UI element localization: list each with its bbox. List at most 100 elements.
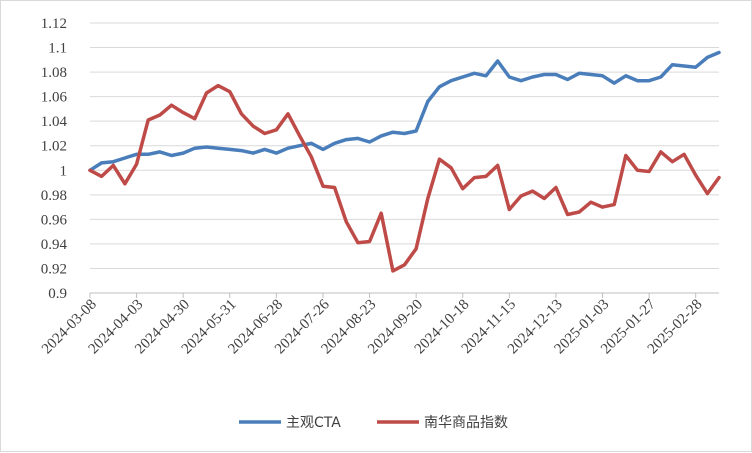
data-point xyxy=(601,74,604,77)
data-point xyxy=(682,153,686,156)
data-point xyxy=(170,154,173,157)
data-point xyxy=(461,75,464,79)
data-point xyxy=(147,153,150,156)
data-point xyxy=(123,182,127,185)
legend-label: 南华商品指数 xyxy=(424,415,508,431)
data-point xyxy=(682,64,686,68)
y-tick-label: 1.12 xyxy=(41,16,67,32)
data-point xyxy=(647,170,651,173)
data-point xyxy=(508,208,511,211)
data-point xyxy=(438,85,441,89)
data-point xyxy=(158,150,162,154)
data-point xyxy=(240,149,243,152)
data-point xyxy=(449,166,453,170)
data-point xyxy=(706,192,709,195)
y-tick-label: 0.96 xyxy=(41,212,68,228)
x-axis: 2024-03-082024-04-032024-04-302024-05-31… xyxy=(39,292,719,357)
data-point xyxy=(659,75,662,79)
data-point xyxy=(647,79,651,82)
data-point xyxy=(228,90,231,93)
series-layer xyxy=(88,50,721,273)
data-point xyxy=(321,148,325,151)
y-tick-label: 1.02 xyxy=(41,139,67,155)
y-tick-label: 0.98 xyxy=(41,188,67,204)
data-point xyxy=(543,73,546,76)
y-tick-label: 0.9 xyxy=(48,286,67,302)
data-point xyxy=(205,145,208,149)
series-2 xyxy=(88,83,721,273)
legend: 主观CTA 南华商品指数 xyxy=(239,415,508,431)
data-point xyxy=(694,173,697,177)
data-point xyxy=(391,131,395,134)
data-point xyxy=(636,79,639,82)
data-point xyxy=(578,72,581,75)
y-tick-label: 1.08 xyxy=(41,65,67,81)
data-point xyxy=(135,153,138,156)
data-point xyxy=(147,118,150,122)
data-point xyxy=(438,158,441,161)
data-point xyxy=(88,169,92,172)
y-tick-label: 1.06 xyxy=(41,90,68,106)
data-point xyxy=(496,164,499,167)
data-point xyxy=(508,75,511,79)
data-point xyxy=(484,175,488,178)
data-point xyxy=(519,194,523,198)
data-point xyxy=(193,117,197,120)
y-tick-label: 0.92 xyxy=(41,261,67,277)
data-point xyxy=(251,151,255,155)
data-point xyxy=(636,169,639,172)
data-point xyxy=(228,148,231,151)
data-point xyxy=(566,213,569,216)
y-tick-label: 1.1 xyxy=(48,41,67,57)
data-point xyxy=(519,79,523,82)
data-point xyxy=(333,142,336,145)
data-point xyxy=(612,81,616,85)
data-point xyxy=(543,197,546,200)
data-point xyxy=(298,134,301,138)
data-point xyxy=(461,187,464,190)
data-point xyxy=(112,160,115,163)
data-point xyxy=(484,74,488,77)
data-point xyxy=(380,134,383,138)
data-point xyxy=(356,137,360,140)
data-point xyxy=(449,79,453,82)
data-point xyxy=(414,129,418,133)
data-point xyxy=(321,185,325,188)
data-point xyxy=(100,175,103,178)
data-point xyxy=(368,240,371,243)
data-point xyxy=(356,241,360,244)
data-point xyxy=(286,112,290,116)
data-point xyxy=(426,197,429,200)
data-point xyxy=(240,112,243,116)
data-point xyxy=(717,176,721,179)
data-point xyxy=(473,176,476,179)
data-point xyxy=(414,247,418,251)
data-point xyxy=(659,150,662,154)
data-point xyxy=(263,132,266,135)
data-point xyxy=(368,140,371,144)
data-point xyxy=(275,128,278,131)
data-point xyxy=(601,205,604,209)
data-point xyxy=(589,73,593,76)
data-point xyxy=(135,162,138,166)
data-point xyxy=(426,100,429,103)
data-point xyxy=(263,148,266,151)
data-point xyxy=(694,65,697,69)
y-axis-ticks: 1.12 1.1 1.08 1.06 1.04 1.02 1 0.98 0.96 0.94 0.92… xyxy=(41,16,68,302)
data-point xyxy=(717,51,721,54)
data-point xyxy=(612,203,616,206)
data-point xyxy=(578,210,581,214)
data-point xyxy=(671,63,674,66)
data-point xyxy=(403,263,406,266)
data-point xyxy=(589,200,593,204)
data-point xyxy=(158,113,162,117)
y-tick-label: 1.04 xyxy=(41,114,68,130)
data-point xyxy=(181,151,185,155)
y-tick-label: 1 xyxy=(60,163,68,179)
data-point xyxy=(251,124,255,128)
data-point xyxy=(473,72,476,75)
series-line xyxy=(88,83,721,273)
data-point xyxy=(496,59,499,63)
data-point xyxy=(706,56,709,59)
